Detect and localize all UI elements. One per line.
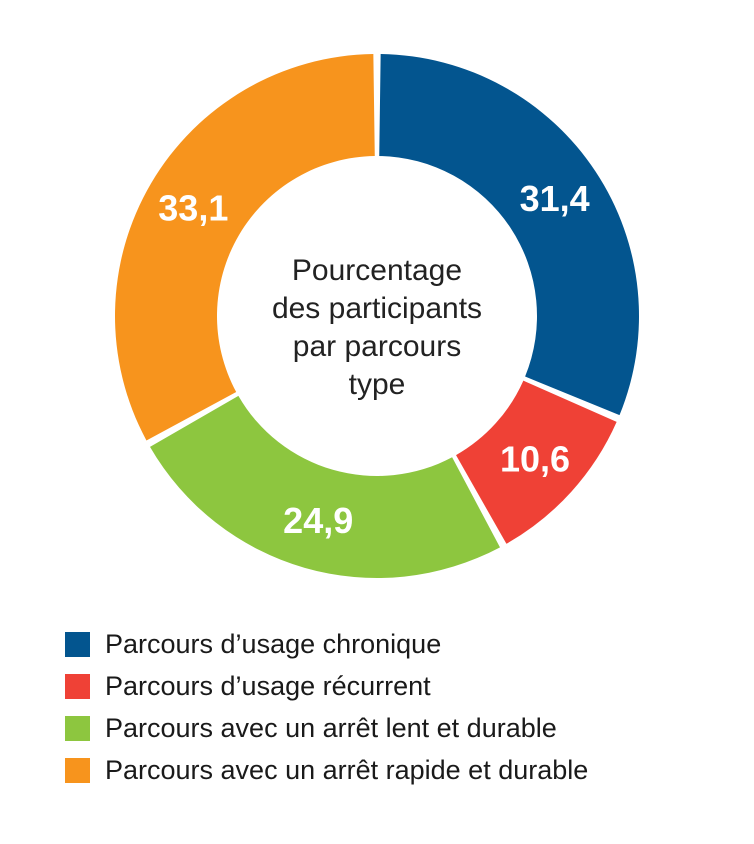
center-label-line-1: Pourcentage [291,254,463,287]
slice-value-label-chronique: 31,4 [520,178,590,219]
center-label-line-4: type [348,368,406,401]
legend-swatch-arret-rapide [65,757,90,783]
legend-label-arret-rapide: Parcours avec un arrêt rapide et durable [105,754,589,785]
legend-swatch-arret-lent [65,715,90,741]
legend-swatch-chronique [65,631,90,657]
slice-value-label-arret-rapide: 33,1 [158,188,228,229]
slice-recurrent [456,380,617,544]
slice-arret-lent [150,395,501,578]
slice-value-label-arret-lent: 24,9 [283,500,353,541]
legend-item-arret-rapide: Parcours avec un arrêt rapide et durable [65,749,588,791]
legend-label-recurrent: Parcours d’usage récurrent [105,670,431,701]
legend-item-chronique: Parcours d’usage chronique [65,623,588,665]
center-label-line-2: des participants [271,292,483,325]
legend-label-arret-lent: Parcours avec un arrêt lent et durable [105,712,557,743]
slice-value-label-recurrent: 10,6 [500,438,570,479]
slice-chronique [379,54,639,416]
chart-center-label: Pourcentage des participants par parcour… [232,252,522,404]
donut-chart: 31,4 10,6 24,9 33,1 [115,54,639,578]
legend-label-chronique: Parcours d’usage chronique [105,628,442,659]
slice-arret-rapide [115,54,375,441]
center-label-line-3: par parcours [292,330,462,363]
legend-item-arret-lent: Parcours avec un arrêt lent et durable [65,707,588,749]
chart-legend: Parcours d’usage chronique Parcours d’us… [65,623,588,791]
legend-item-recurrent: Parcours d’usage récurrent [65,665,588,707]
legend-swatch-recurrent [65,673,90,699]
